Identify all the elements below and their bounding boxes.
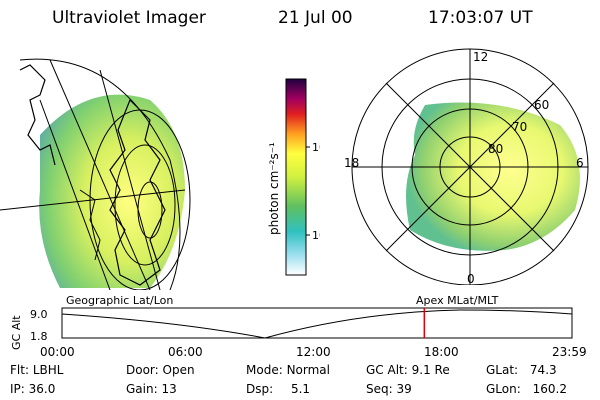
timeline-left-label: Geographic Lat/Lon bbox=[66, 294, 173, 307]
lon-grid-line bbox=[99, 69, 161, 290]
dsp-field: Dsp: 5.1 bbox=[246, 382, 311, 396]
lat-label-80: 80 bbox=[488, 142, 503, 156]
polar-plot: 12 18 6 0 60 70 80 bbox=[344, 48, 589, 285]
gain-field: Gain: 13 bbox=[126, 382, 177, 396]
flt-field: Flt: LBHL bbox=[10, 363, 64, 377]
colorbar-tick-10: 10 bbox=[312, 229, 320, 242]
altitude-curve bbox=[61, 309, 573, 339]
mlt-label-12: 12 bbox=[473, 50, 488, 64]
lon-grid-line bbox=[39, 99, 111, 290]
timeline-axis-title: GC Alt bbox=[10, 315, 23, 350]
altitude-timeline: Geographic Lat/Lon Apex MLat/MLT GC Alt … bbox=[10, 294, 587, 359]
timeline-xtick-0: 00:00 bbox=[40, 345, 75, 359]
lat-grid-line bbox=[114, 144, 176, 266]
colorbar: 100 10 photon cm⁻²s⁻¹ bbox=[267, 78, 320, 276]
ip-field: IP: 36.0 bbox=[10, 382, 56, 396]
coastline bbox=[79, 189, 101, 261]
seq-field: Seq: 39 bbox=[366, 382, 412, 396]
glat-field: GLat: 74.3 bbox=[486, 363, 557, 377]
colorbar-unit-label: photon cm⁻²s⁻¹ bbox=[267, 142, 281, 235]
date-label: 21 Jul 00 bbox=[278, 8, 353, 28]
globe-limb bbox=[19, 58, 181, 290]
colorbar-gradient bbox=[285, 78, 307, 276]
gcalt-field: GC Alt: 9.1 Re bbox=[366, 363, 450, 377]
timeline-frame bbox=[61, 307, 573, 339]
mlt-label-0: 0 bbox=[467, 272, 475, 285]
mode-field: Mode: Normal bbox=[246, 363, 330, 377]
coastline bbox=[19, 64, 56, 166]
door-field: Door: Open bbox=[126, 363, 195, 377]
lat-label-70: 70 bbox=[512, 120, 527, 134]
mlt-line-diagonal bbox=[385, 82, 555, 252]
instrument-title: Ultraviolet Imager bbox=[52, 8, 206, 28]
glon-field: GLon: 160.2 bbox=[486, 382, 567, 396]
timeline-xtick-4: 23:59 bbox=[552, 345, 587, 359]
timeline-xtick-2: 12:00 bbox=[296, 345, 331, 359]
time-label: 17:03:07 UT bbox=[428, 8, 533, 28]
timeline-ytick-9: 9.0 bbox=[30, 308, 48, 321]
timeline-xtick-1: 06:00 bbox=[168, 345, 203, 359]
lon-grid-line bbox=[0, 189, 186, 211]
coastline bbox=[109, 98, 166, 286]
aurora-emission bbox=[39, 94, 185, 289]
geographic-map-image bbox=[0, 58, 191, 290]
auroral-oval bbox=[406, 102, 580, 251]
timeline-ytick-1.8: 1.8 bbox=[30, 330, 48, 343]
lon-grid-line bbox=[49, 59, 151, 290]
lat-label-60: 60 bbox=[534, 98, 549, 112]
mlt-label-18: 18 bbox=[344, 156, 359, 170]
timeline-right-label: Apex MLat/MLT bbox=[416, 294, 499, 307]
colorbar-tick-100: 100 bbox=[312, 141, 320, 154]
mlt-label-6: 6 bbox=[576, 156, 584, 170]
timeline-xtick-3: 18:00 bbox=[424, 345, 459, 359]
